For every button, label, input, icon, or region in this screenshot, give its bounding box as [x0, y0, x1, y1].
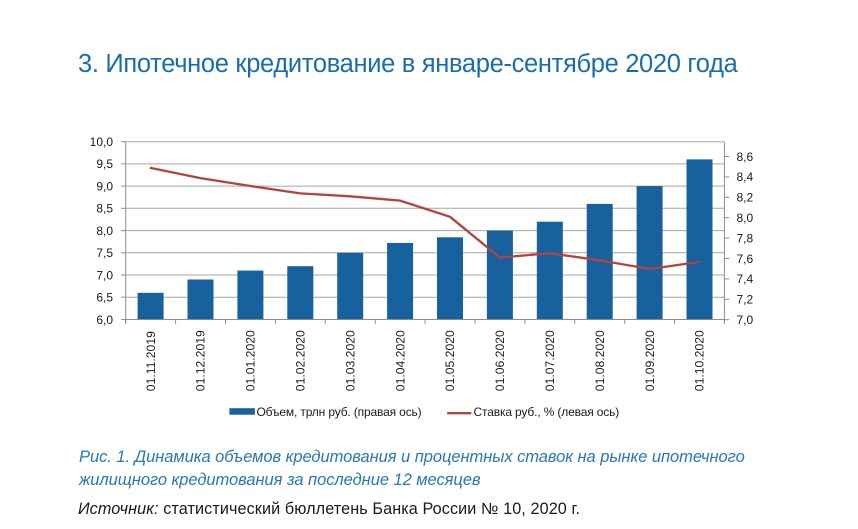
svg-text:7,0: 7,0: [737, 313, 754, 327]
svg-text:8,6: 8,6: [737, 150, 754, 164]
svg-text:8,4: 8,4: [737, 170, 754, 184]
svg-text:7,5: 7,5: [96, 246, 113, 260]
svg-text:7,6: 7,6: [737, 252, 754, 266]
svg-text:01.12.2019: 01.12.2019: [194, 330, 208, 391]
svg-text:7,8: 7,8: [737, 231, 754, 245]
svg-text:01.02.2020: 01.02.2020: [294, 330, 308, 391]
svg-text:8,2: 8,2: [737, 191, 754, 205]
svg-text:8,0: 8,0: [737, 211, 754, 225]
svg-text:Объем, трлн руб. (правая ось): Объем, трлн руб. (правая ось): [257, 405, 422, 419]
svg-text:7,2: 7,2: [737, 293, 754, 307]
svg-text:9,5: 9,5: [96, 157, 113, 171]
svg-text:7,4: 7,4: [737, 272, 754, 286]
svg-text:01.09.2020: 01.09.2020: [643, 330, 657, 391]
svg-text:01.10.2020: 01.10.2020: [693, 330, 707, 391]
svg-text:6,0: 6,0: [96, 313, 113, 327]
svg-text:7,0: 7,0: [96, 268, 113, 282]
svg-text:01.04.2020: 01.04.2020: [393, 330, 407, 391]
svg-text:01.07.2020: 01.07.2020: [543, 330, 557, 391]
svg-text:01.05.2020: 01.05.2020: [443, 330, 457, 391]
svg-text:Ставка руб., % (левая ось): Ставка руб., % (левая ось): [474, 405, 620, 419]
svg-text:01.01.2020: 01.01.2020: [244, 330, 258, 391]
svg-text:01.06.2020: 01.06.2020: [493, 330, 507, 391]
svg-text:10,0: 10,0: [90, 135, 114, 149]
svg-text:01.11.2019: 01.11.2019: [144, 331, 158, 391]
svg-text:8,5: 8,5: [96, 202, 113, 216]
svg-text:01.03.2020: 01.03.2020: [343, 330, 357, 391]
svg-text:9,0: 9,0: [96, 179, 113, 193]
svg-text:8,0: 8,0: [96, 224, 113, 238]
svg-text:01.08.2020: 01.08.2020: [593, 330, 607, 391]
svg-text:6,5: 6,5: [96, 291, 113, 305]
